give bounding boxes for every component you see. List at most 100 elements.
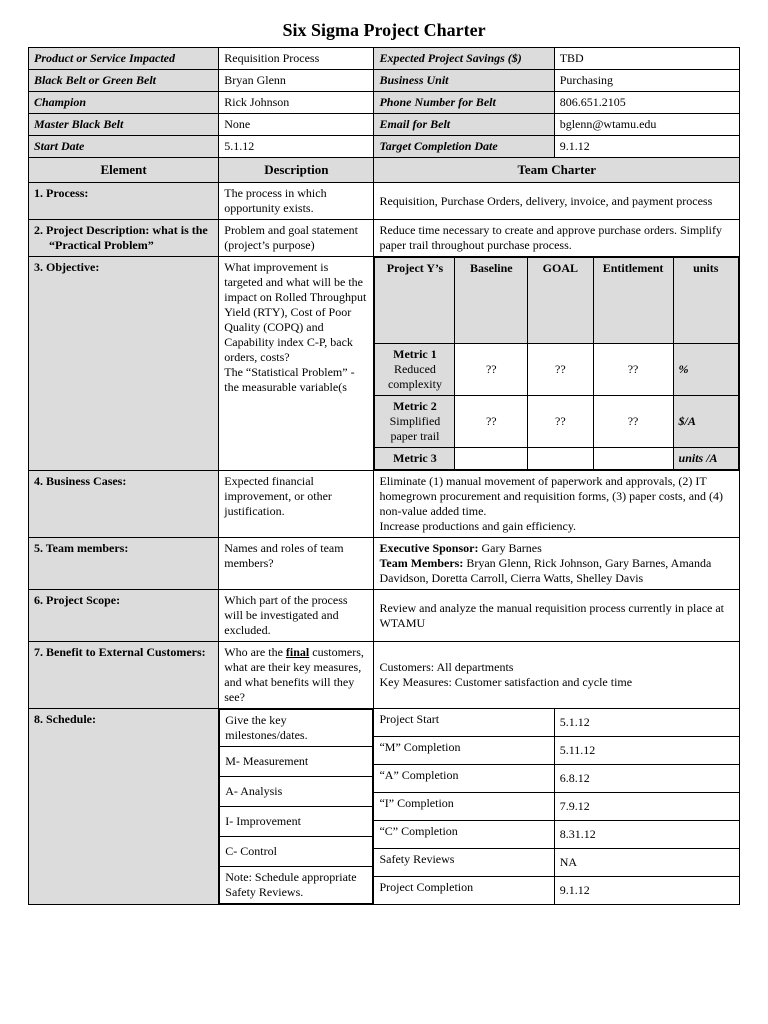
metric3-label: Metric 3 <box>375 448 455 470</box>
charter-table: Product or Service Impacted Requisition … <box>28 47 740 905</box>
label-target: Target Completion Date <box>374 136 554 158</box>
info-row: Champion Rick Johnson Phone Number for B… <box>29 92 740 114</box>
text: I- Improvement <box>220 807 373 837</box>
label-product: Product or Service Impacted <box>29 48 219 70</box>
schedule-date: 7.9.12 <box>554 793 739 821</box>
schedule-milestone: Project Start <box>374 709 554 737</box>
metric3-units: units /A <box>673 448 738 470</box>
metric1-goal: ?? <box>528 344 593 396</box>
value-target: 9.1.12 <box>554 136 739 158</box>
element-charter: Review and analyze the manual requisitio… <box>374 590 740 642</box>
element-desc: Who are the final customers, what are th… <box>219 642 374 709</box>
element-label: 7. Benefit to External Customers: <box>29 642 219 709</box>
text: The “Statistical Problem” - the measurab… <box>224 365 354 394</box>
value-savings: TBD <box>554 48 739 70</box>
schedule-milestone: “C” Completion <box>374 821 554 849</box>
element-label: 2. Project Description: what is the “Pra… <box>29 220 219 257</box>
element-row-schedule: 8. Schedule: Give the key milestones/dat… <box>29 709 740 737</box>
element-row-benefit: 7. Benefit to External Customers: Who ar… <box>29 642 740 709</box>
element-row-process: 1. Process: The process in which opportu… <box>29 183 740 220</box>
metric2-entitlement: ?? <box>593 396 673 448</box>
value-unit: Purchasing <box>554 70 739 92</box>
element-label: 1. Process: <box>29 183 219 220</box>
text: Metric 1 <box>393 347 437 361</box>
element-desc: Which part of the process will be invest… <box>219 590 374 642</box>
value-master: None <box>219 114 374 136</box>
text: What improvement is targeted and what wi… <box>224 260 366 364</box>
metric1-baseline: ?? <box>455 344 528 396</box>
label-start: Start Date <box>29 136 219 158</box>
element-row-scope: 6. Project Scope: Which part of the proc… <box>29 590 740 642</box>
label-belt: Black Belt or Green Belt <box>29 70 219 92</box>
metrics-head-units: units <box>673 258 738 344</box>
element-label: 4. Business Cases: <box>29 471 219 538</box>
metric2-goal: ?? <box>528 396 593 448</box>
label-phone: Phone Number for Belt <box>374 92 554 114</box>
sponsor-value: Gary Barnes <box>481 541 541 555</box>
objective-metrics-cell: Project Y’s Baseline GOAL Entitlement un… <box>374 257 740 471</box>
info-row: Product or Service Impacted Requisition … <box>29 48 740 70</box>
text: Give the key milestones/dates. <box>220 710 373 747</box>
text-final: final <box>286 645 309 659</box>
schedule-desc-inner: Give the key milestones/dates. M- Measur… <box>219 709 373 904</box>
schedule-milestone: “I” Completion <box>374 793 554 821</box>
metric2-units: $/A <box>673 396 738 448</box>
label-email: Email for Belt <box>374 114 554 136</box>
value-start: 5.1.12 <box>219 136 374 158</box>
metric3-entitlement <box>593 448 673 470</box>
element-label: 3. Objective: <box>29 257 219 471</box>
schedule-date: NA <box>554 849 739 877</box>
value-phone: 806.651.2105 <box>554 92 739 114</box>
text: Metric 2 <box>393 399 437 413</box>
element-desc: What improvement is targeted and what wi… <box>219 257 374 471</box>
info-row: Start Date 5.1.12 Target Completion Date… <box>29 136 740 158</box>
column-header-row: Element Description Team Charter <box>29 158 740 183</box>
metric3-baseline <box>455 448 528 470</box>
text: “Practical Problem” <box>49 238 154 252</box>
info-row: Black Belt or Green Belt Bryan Glenn Bus… <box>29 70 740 92</box>
text: 2. Project Description: what is the <box>34 223 208 237</box>
sponsor-label: Executive Sponsor: <box>379 541 481 555</box>
element-desc: Give the key milestones/dates. M- Measur… <box>219 709 374 905</box>
element-row-business: 4. Business Cases: Expected financial im… <box>29 471 740 538</box>
metrics-head-baseline: Baseline <box>455 258 528 344</box>
text: Note: Schedule appropriate Safety Review… <box>220 867 373 904</box>
schedule-milestone: “M” Completion <box>374 737 554 765</box>
metrics-head-entitlement: Entitlement <box>593 258 673 344</box>
metric1-entitlement: ?? <box>593 344 673 396</box>
metrics-head-goal: GOAL <box>528 258 593 344</box>
text: Who are the <box>224 645 286 659</box>
col-element: Element <box>29 158 219 183</box>
value-champion: Rick Johnson <box>219 92 374 114</box>
metric1-units: % <box>673 344 738 396</box>
label-unit: Business Unit <box>374 70 554 92</box>
col-charter: Team Charter <box>374 158 740 183</box>
element-label: 8. Schedule: <box>29 709 219 905</box>
element-charter: Executive Sponsor: Gary Barnes Team Memb… <box>374 538 740 590</box>
text: Reduced complexity <box>388 362 442 391</box>
metrics-head-projecty: Project Y’s <box>375 258 455 344</box>
metric3-goal <box>528 448 593 470</box>
metric2-label: Metric 2Simplified paper trail <box>375 396 455 448</box>
element-label: 5. Team members: <box>29 538 219 590</box>
metrics-table: Project Y’s Baseline GOAL Entitlement un… <box>374 257 739 470</box>
schedule-date: 5.11.12 <box>554 737 739 765</box>
text: A- Analysis <box>220 777 373 807</box>
page-title: Six Sigma Project Charter <box>28 20 740 41</box>
info-row: Master Black Belt None Email for Belt bg… <box>29 114 740 136</box>
schedule-milestone: Project Completion <box>374 877 554 905</box>
schedule-date: 9.1.12 <box>554 877 739 905</box>
text: M- Measurement <box>220 747 373 777</box>
element-desc: The process in which opportunity exists. <box>219 183 374 220</box>
text: Simplified paper trail <box>390 414 441 443</box>
element-charter: Customers: All departments Key Measures:… <box>374 642 740 709</box>
schedule-milestone: Safety Reviews <box>374 849 554 877</box>
element-row-description: 2. Project Description: what is the “Pra… <box>29 220 740 257</box>
label-champion: Champion <box>29 92 219 114</box>
element-desc: Expected financial improvement, or other… <box>219 471 374 538</box>
label-master: Master Black Belt <box>29 114 219 136</box>
element-row-team: 5. Team members: Names and roles of team… <box>29 538 740 590</box>
text: C- Control <box>220 837 373 867</box>
schedule-date: 8.31.12 <box>554 821 739 849</box>
members-label: Team Members: <box>379 556 466 570</box>
